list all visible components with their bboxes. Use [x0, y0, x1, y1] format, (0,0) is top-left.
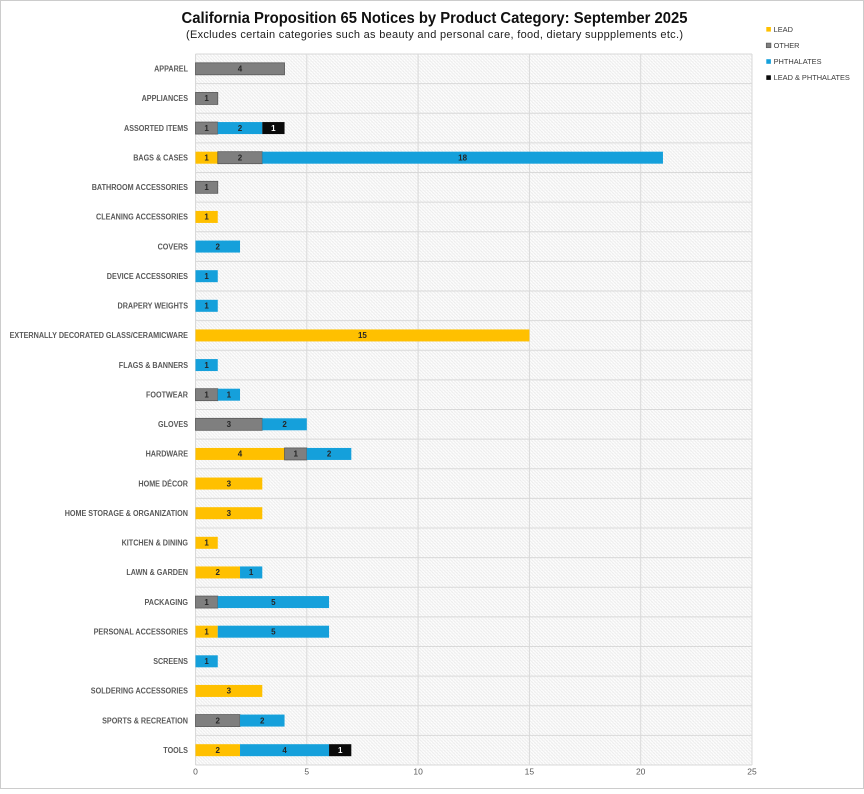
svg-text:4: 4 — [238, 450, 243, 459]
svg-text:(Excludes certain categories s: (Excludes certain categories such as bea… — [186, 29, 683, 41]
svg-text:2: 2 — [216, 242, 221, 251]
svg-text:1: 1 — [204, 124, 209, 133]
svg-text:EXTERNALLY DECORATED GLASS/CER: EXTERNALLY DECORATED GLASS/CERAMICWARE — [10, 331, 189, 340]
svg-text:15: 15 — [525, 767, 535, 777]
svg-text:1: 1 — [271, 124, 276, 133]
svg-text:1: 1 — [204, 627, 209, 636]
svg-text:18: 18 — [458, 153, 467, 162]
svg-text:1: 1 — [227, 390, 232, 399]
svg-text:PHTHALATES: PHTHALATES — [774, 57, 822, 66]
svg-text:4: 4 — [282, 746, 287, 755]
svg-text:CLEANING ACCESSORIES: CLEANING ACCESSORIES — [96, 213, 189, 222]
svg-text:OTHER: OTHER — [774, 41, 800, 50]
svg-text:0: 0 — [193, 767, 198, 777]
svg-text:GLOVES: GLOVES — [158, 420, 189, 429]
svg-text:2: 2 — [238, 124, 243, 133]
svg-text:1: 1 — [204, 183, 209, 192]
svg-text:PACKAGING: PACKAGING — [145, 598, 189, 607]
svg-text:LEAD & PHTHALATES: LEAD & PHTHALATES — [774, 73, 850, 82]
svg-text:2: 2 — [216, 716, 221, 725]
svg-text:California Proposition 65 Noti: California Proposition 65 Notices by Pro… — [182, 10, 688, 27]
svg-text:1: 1 — [204, 657, 209, 666]
svg-text:SPORTS & RECREATION: SPORTS & RECREATION — [102, 716, 188, 725]
svg-text:1: 1 — [204, 213, 209, 222]
svg-text:2: 2 — [216, 746, 221, 755]
svg-text:KITCHEN & DINING: KITCHEN & DINING — [122, 539, 188, 548]
svg-text:FOOTWEAR: FOOTWEAR — [146, 390, 188, 399]
svg-text:1: 1 — [204, 153, 209, 162]
svg-text:ASSORTED ITEMS: ASSORTED ITEMS — [124, 124, 189, 133]
svg-text:4: 4 — [238, 65, 243, 74]
svg-text:1: 1 — [204, 539, 209, 548]
svg-text:10: 10 — [413, 767, 423, 777]
svg-text:1: 1 — [204, 598, 209, 607]
svg-text:3: 3 — [227, 420, 232, 429]
svg-text:LAWN & GARDEN: LAWN & GARDEN — [126, 568, 188, 577]
svg-text:DEVICE ACCESSORIES: DEVICE ACCESSORIES — [107, 272, 189, 281]
svg-text:PERSONAL ACCESSORIES: PERSONAL ACCESSORIES — [94, 627, 189, 636]
svg-text:3: 3 — [227, 687, 232, 696]
svg-text:2: 2 — [238, 153, 243, 162]
svg-text:2: 2 — [327, 450, 332, 459]
svg-text:5: 5 — [304, 767, 309, 777]
svg-text:1: 1 — [338, 746, 343, 755]
svg-text:25: 25 — [747, 767, 757, 777]
svg-text:3: 3 — [227, 479, 232, 488]
svg-text:5: 5 — [271, 598, 276, 607]
svg-text:SOLDERING ACCESSORIES: SOLDERING ACCESSORIES — [91, 687, 189, 696]
svg-text:HOME DÉCOR: HOME DÉCOR — [138, 479, 188, 488]
svg-text:HOME STORAGE & ORGANIZATION: HOME STORAGE & ORGANIZATION — [65, 509, 188, 518]
svg-text:APPAREL: APPAREL — [154, 65, 188, 74]
svg-text:LEAD: LEAD — [774, 25, 793, 34]
svg-text:TOOLS: TOOLS — [163, 746, 188, 755]
svg-text:15: 15 — [358, 331, 367, 340]
svg-text:5: 5 — [271, 627, 276, 636]
svg-text:1: 1 — [204, 272, 209, 281]
svg-text:HARDWARE: HARDWARE — [146, 450, 189, 459]
svg-text:COVERS: COVERS — [158, 242, 189, 251]
svg-text:SCREENS: SCREENS — [153, 657, 188, 666]
svg-text:APPLIANCES: APPLIANCES — [142, 94, 189, 103]
svg-text:BAGS & CASES: BAGS & CASES — [133, 153, 188, 162]
svg-text:2: 2 — [260, 716, 265, 725]
svg-text:1: 1 — [293, 450, 298, 459]
svg-text:BATHROOM ACCESSORIES: BATHROOM ACCESSORIES — [92, 183, 189, 192]
svg-text:3: 3 — [227, 509, 232, 518]
svg-text:DRAPERY WEIGHTS: DRAPERY WEIGHTS — [118, 302, 189, 311]
svg-text:1: 1 — [249, 568, 254, 577]
svg-text:2: 2 — [282, 420, 287, 429]
svg-text:1: 1 — [204, 94, 209, 103]
svg-text:1: 1 — [204, 390, 209, 399]
svg-text:2: 2 — [216, 568, 221, 577]
svg-text:1: 1 — [204, 302, 209, 311]
svg-text:1: 1 — [204, 361, 209, 370]
svg-text:FLAGS & BANNERS: FLAGS & BANNERS — [119, 361, 189, 370]
svg-text:20: 20 — [636, 767, 646, 777]
